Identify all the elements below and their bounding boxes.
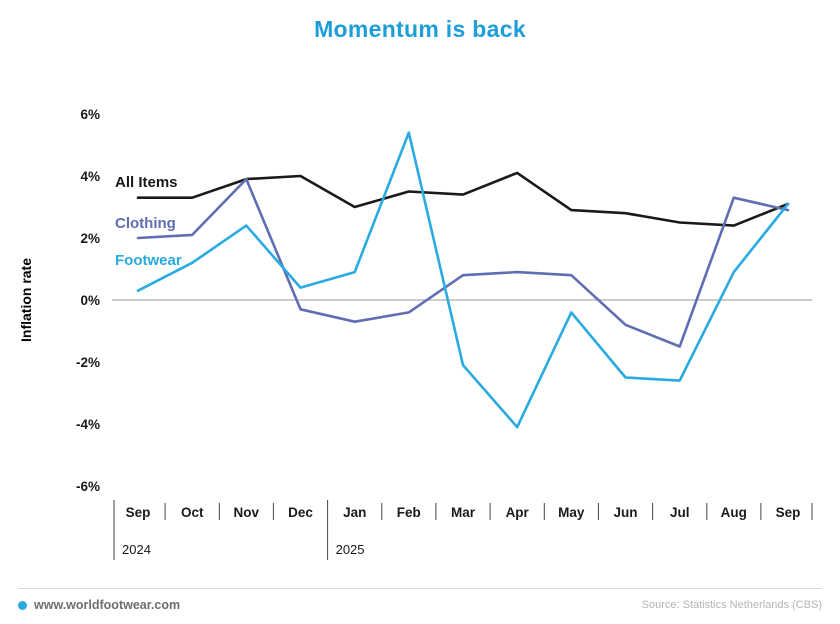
source-credit: Source: Statistics Netherlands (CBS) xyxy=(641,599,822,611)
x-tick-label: Nov xyxy=(234,505,260,520)
year-label: 2025 xyxy=(336,542,365,557)
y-tick-label: 0% xyxy=(80,293,100,308)
data-series-lines xyxy=(136,131,790,429)
y-tick-label: 6% xyxy=(80,107,100,122)
x-tick-label: Dec xyxy=(288,505,313,520)
series-label-all-items: All Items xyxy=(115,174,178,191)
y-tick-label: 4% xyxy=(80,169,100,184)
x-tick-label: Aug xyxy=(721,505,747,520)
year-label: 2024 xyxy=(122,542,151,557)
y-tick-label: -4% xyxy=(76,417,100,432)
x-tick-label: May xyxy=(558,505,585,520)
y-tick-label: -6% xyxy=(76,479,100,494)
line-footwear xyxy=(136,131,790,429)
x-tick-label: Oct xyxy=(181,505,204,520)
y-axis-title: Inflation rate xyxy=(18,258,34,342)
x-tick-label: Sep xyxy=(126,505,151,520)
bullet-dot-icon xyxy=(18,600,27,610)
x-axis: Sep Oct Nov Dec Jan Feb Mar Apr May Jun Jul Aug Sep 2… xyxy=(113,500,813,560)
site-url: www.worldfootwear.com xyxy=(34,598,181,612)
x-tick-label: Apr xyxy=(506,505,530,520)
site-credit: www.worldfootwear.com xyxy=(18,598,180,612)
line-all-items xyxy=(136,171,790,227)
y-tick-label: -2% xyxy=(76,355,100,370)
series-label-footwear: Footwear xyxy=(115,252,182,269)
x-tick-label: Sep xyxy=(776,505,801,520)
series-label-clothing: Clothing xyxy=(115,215,176,232)
y-axis-ticks: 6% 4% 2% 0% -2% -4% -6% xyxy=(76,107,100,494)
x-tick-label: Mar xyxy=(451,505,476,520)
chart-title: Momentum is back xyxy=(314,16,526,42)
x-tick-label: Feb xyxy=(397,505,421,520)
footer: www.worldfootwear.com Source: Statistics… xyxy=(18,588,822,612)
x-tick-label: Jan xyxy=(343,505,366,520)
x-tick-label: Jun xyxy=(613,505,637,520)
y-tick-label: 2% xyxy=(80,231,100,246)
x-tick-label: Jul xyxy=(670,505,690,520)
line-clothing xyxy=(136,177,790,348)
